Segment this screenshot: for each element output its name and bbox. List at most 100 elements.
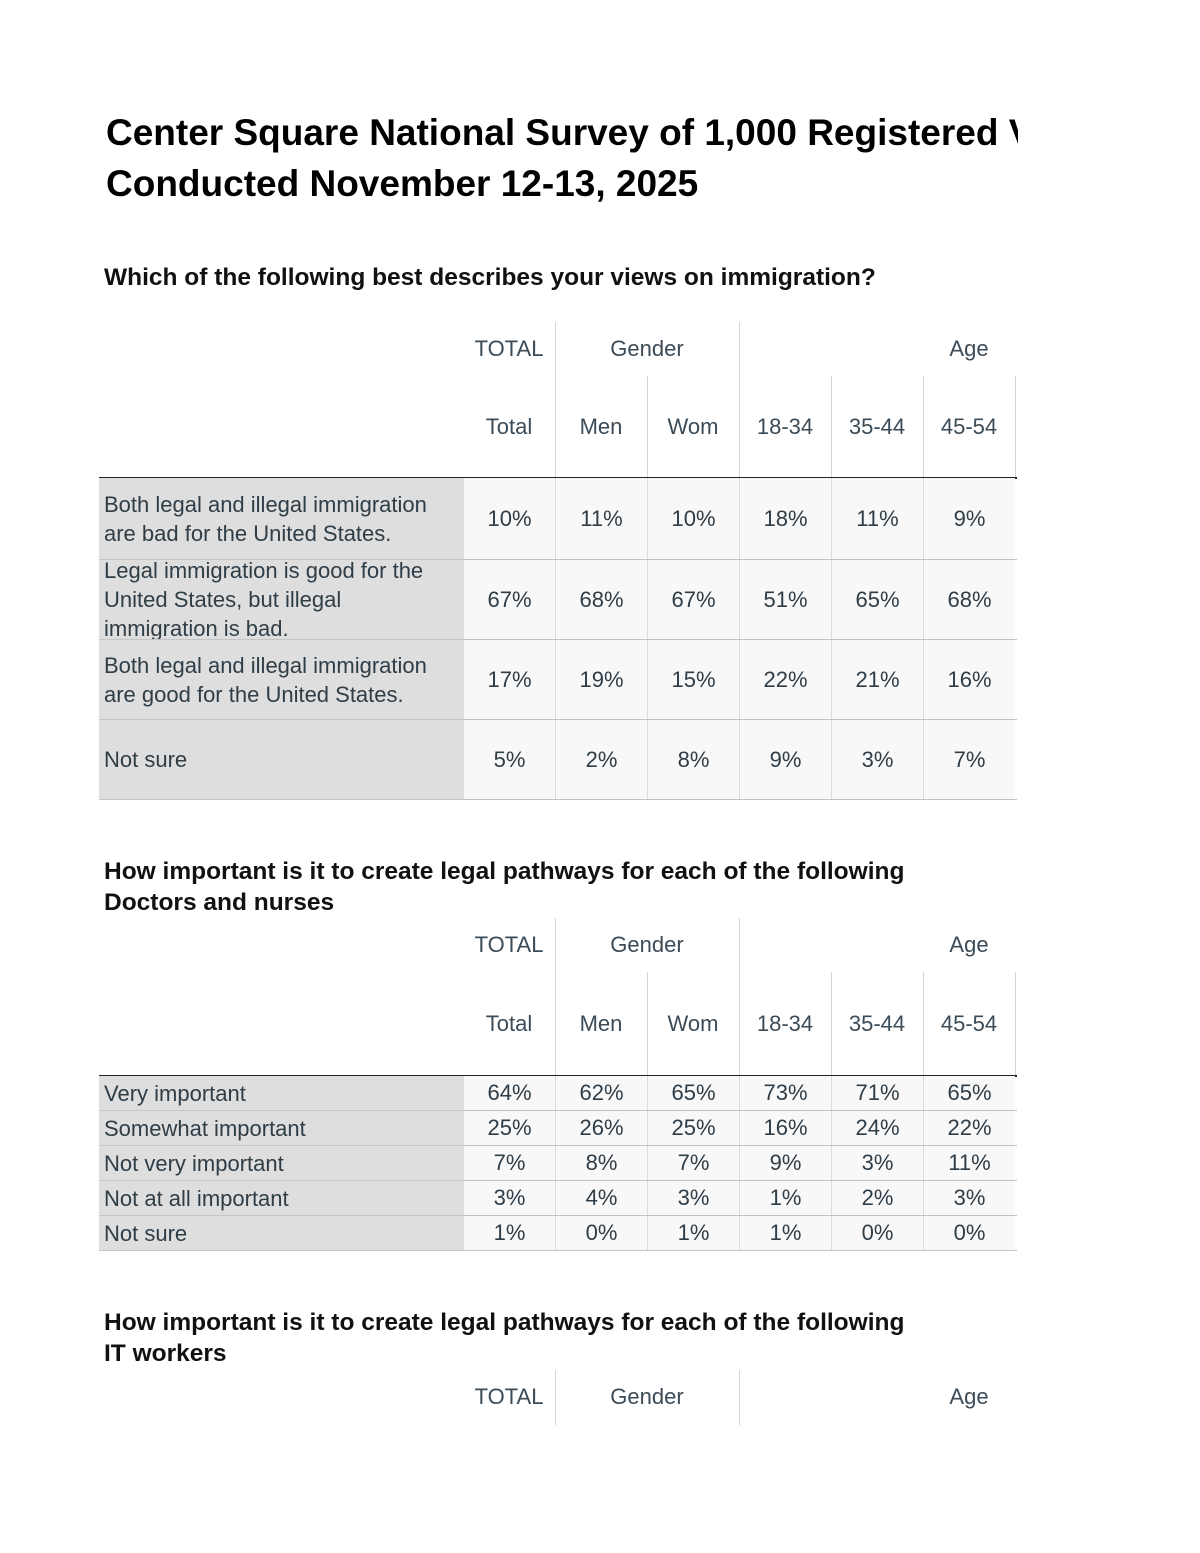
- cell-value: 11%: [831, 478, 923, 559]
- cell-value: 3%: [831, 1146, 923, 1180]
- divider: [739, 322, 740, 478]
- cell-value: 68%: [923, 560, 1015, 639]
- cell-value: 25%: [463, 1111, 555, 1145]
- table-row: Somewhat important 25% 26% 25% 16% 24% 22%: [99, 1111, 1017, 1146]
- row-label: Not at all important: [99, 1181, 463, 1215]
- cell-value: 51%: [739, 560, 831, 639]
- table-row: Not sure 5% 2% 8% 9% 3% 7%: [99, 720, 1017, 800]
- doc-title-line1: Center Square National Survey of 1,000 R…: [106, 112, 1018, 153]
- column-header: 35-44: [848, 414, 906, 439]
- question-text: Which of the following best describes yo…: [104, 264, 876, 291]
- divider: [1015, 972, 1016, 1076]
- header-total-group: TOTAL: [474, 932, 544, 957]
- cell-value: 64%: [463, 1076, 555, 1110]
- cell-value: 67%: [647, 560, 739, 639]
- cell-value: 2%: [555, 720, 647, 799]
- column-header: Wom: [667, 414, 719, 439]
- cell-value: 3%: [647, 1181, 739, 1215]
- header-age-group: Age: [949, 932, 989, 957]
- cell-value: 22%: [739, 640, 831, 719]
- cell-value: 3%: [831, 720, 923, 799]
- cell-value: 24%: [831, 1111, 923, 1145]
- doc-title-line2: Conducted November 12-13, 2025: [106, 163, 699, 204]
- cell-value: 21%: [831, 640, 923, 719]
- cell-value: 0%: [923, 1216, 1015, 1250]
- cell-value: 7%: [923, 720, 1015, 799]
- cell-value: 1%: [463, 1216, 555, 1250]
- cell-value: 7%: [647, 1146, 739, 1180]
- cell-value: 11%: [923, 1146, 1015, 1180]
- cell-value: 8%: [555, 1146, 647, 1180]
- column-header: 18-34: [756, 414, 814, 439]
- cell-value: 15%: [647, 640, 739, 719]
- cell-value: 62%: [555, 1076, 647, 1110]
- row-label: Somewhat important: [99, 1111, 463, 1145]
- question-text: How important is it to create legal path…: [104, 1309, 905, 1336]
- divider: [647, 972, 648, 1076]
- question-subtitle: Doctors and nurses: [104, 889, 335, 916]
- cell-value: 67%: [463, 560, 555, 639]
- divider: [831, 376, 832, 478]
- header-total-group: TOTAL: [474, 336, 544, 361]
- row-label: Legal immigration is good for the United…: [99, 560, 463, 639]
- cell-value: 0%: [555, 1216, 647, 1250]
- row-label: Not very important: [99, 1146, 463, 1180]
- column-header: 45-54: [940, 1011, 998, 1036]
- divider: [923, 972, 924, 1076]
- cell-value: 19%: [555, 640, 647, 719]
- column-header: Men: [579, 414, 623, 439]
- row-label: Very important: [99, 1076, 463, 1110]
- table-row: Both legal and illegal immigration are g…: [99, 640, 1017, 720]
- cell-value: 10%: [647, 478, 739, 559]
- cell-value: 2%: [831, 1181, 923, 1215]
- row-label: Both legal and illegal immigration are b…: [99, 478, 463, 559]
- row-label: Not sure: [99, 720, 463, 799]
- header-gender-group: Gender: [610, 336, 684, 361]
- divider: [923, 376, 924, 478]
- header-gender-group: Gender: [610, 1384, 684, 1409]
- table-row: Legal immigration is good for the United…: [99, 560, 1017, 640]
- cell-value: 26%: [555, 1111, 647, 1145]
- row-label: Both legal and illegal immigration are g…: [99, 640, 463, 719]
- cell-value: 1%: [647, 1216, 739, 1250]
- divider: [739, 1370, 740, 1425]
- question-subtitle: IT workers: [104, 1340, 227, 1367]
- cell-value: 10%: [463, 478, 555, 559]
- column-header: 45-54: [940, 414, 998, 439]
- cell-value: 9%: [923, 478, 1015, 559]
- cell-value: 5%: [463, 720, 555, 799]
- cell-value: 18%: [739, 478, 831, 559]
- cell-value: 22%: [923, 1111, 1015, 1145]
- divider: [647, 376, 648, 478]
- table-row: Not very important 7% 8% 7% 9% 3% 11%: [99, 1146, 1017, 1181]
- cell-value: 4%: [555, 1181, 647, 1215]
- table-row: Both legal and illegal immigration are b…: [99, 478, 1017, 560]
- column-header: Men: [579, 1011, 623, 1036]
- cell-value: 1%: [739, 1181, 831, 1215]
- question-text: How important is it to create legal path…: [104, 858, 905, 885]
- cell-value: 3%: [923, 1181, 1015, 1215]
- divider: [739, 918, 740, 1076]
- table-row: Not sure 1% 0% 1% 1% 0% 0%: [99, 1216, 1017, 1251]
- cell-value: 68%: [555, 560, 647, 639]
- column-header: 18-34: [756, 1011, 814, 1036]
- column-header: 35-44: [848, 1011, 906, 1036]
- column-header: Wom: [667, 1011, 719, 1036]
- header-total-group: TOTAL: [474, 1384, 544, 1409]
- table-row: Not at all important 3% 4% 3% 1% 2% 3%: [99, 1181, 1017, 1216]
- cell-value: 9%: [739, 1146, 831, 1180]
- row-label: Not sure: [99, 1216, 463, 1250]
- cell-value: 73%: [739, 1076, 831, 1110]
- cell-value: 25%: [647, 1111, 739, 1145]
- header-gender-group: Gender: [610, 932, 684, 957]
- divider: [555, 918, 556, 1076]
- divider: [1015, 376, 1016, 478]
- header-age-group: Age: [949, 1384, 989, 1409]
- cell-value: 1%: [739, 1216, 831, 1250]
- column-header: Total: [485, 414, 533, 439]
- cell-value: 65%: [923, 1076, 1015, 1110]
- cell-value: 8%: [647, 720, 739, 799]
- cell-value: 16%: [739, 1111, 831, 1145]
- divider: [555, 1370, 556, 1425]
- cell-value: 65%: [831, 560, 923, 639]
